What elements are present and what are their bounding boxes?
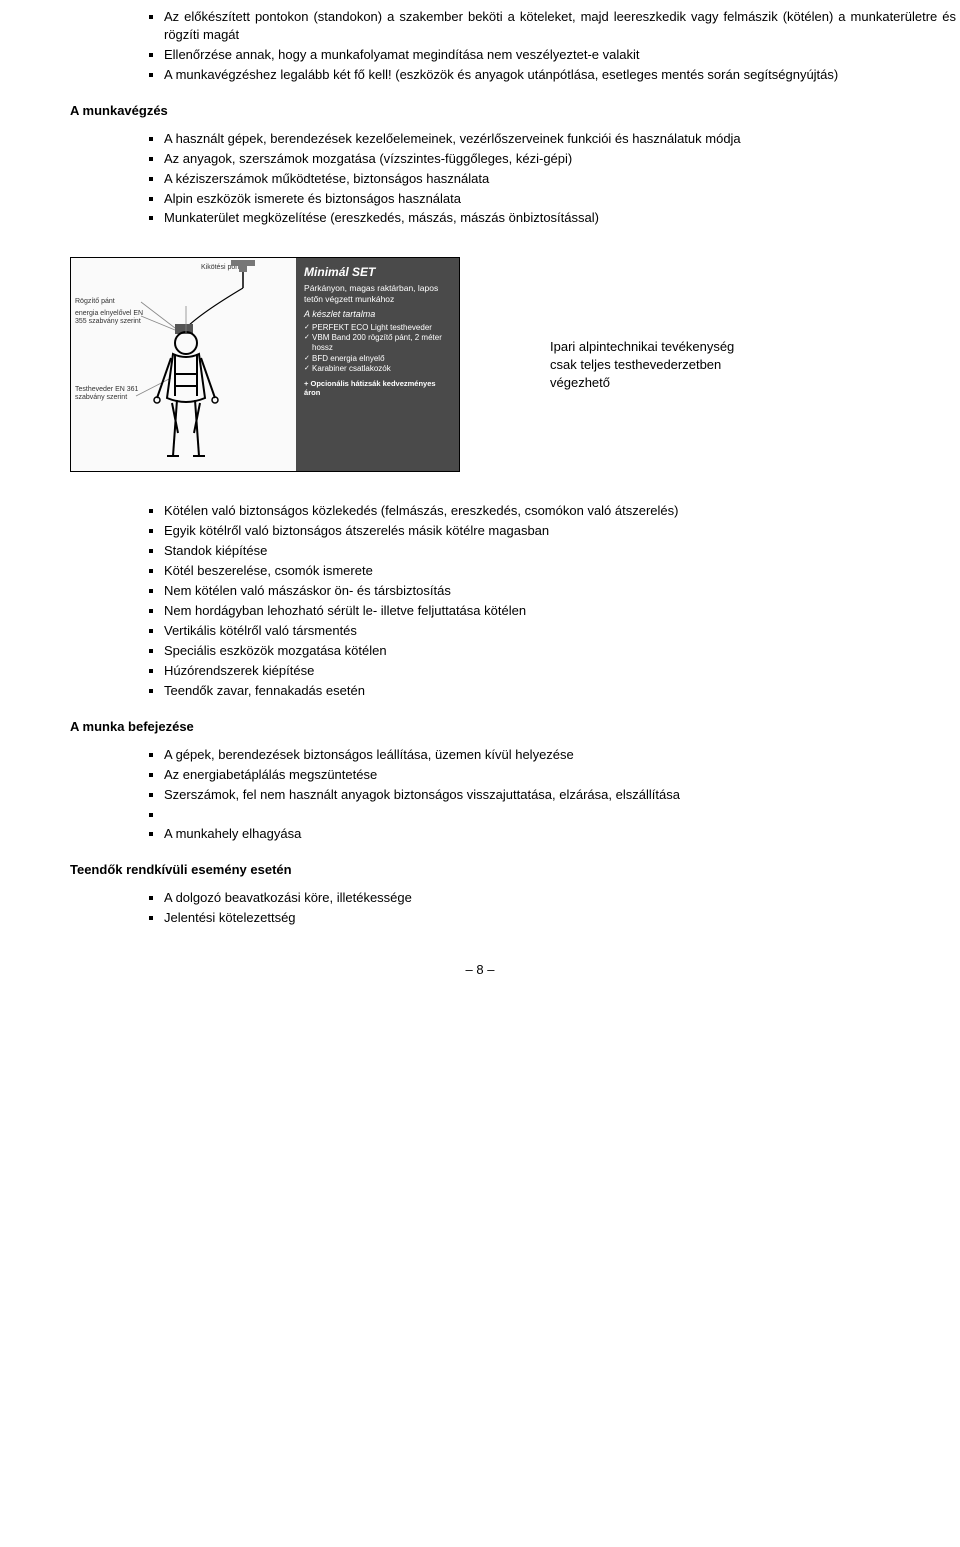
section-heading-munkavegzes: A munkavégzés (70, 102, 960, 120)
top-list: Az előkészített pontokon (standokon) a s… (0, 8, 960, 84)
section-heading-rendkivuli: Teendők rendkívüli esemény esetén (70, 861, 960, 879)
page: Az előkészített pontokon (standokon) a s… (0, 0, 960, 1003)
list-item: Szerszámok, fel nem használt anyagok biz… (164, 786, 960, 804)
figure-item: Karabiner csatlakozók (304, 364, 451, 374)
figure-item: PERFEKT ECO Light testheveder (304, 323, 451, 333)
section4-list: A dolgozó beavatkozási köre, illetékessé… (0, 889, 960, 927)
list-item: Húzórendszerek kiépítése (164, 662, 960, 680)
figure-row: Kikötési pont Rögzítő pánt energia elnye… (70, 257, 960, 472)
figure-items: PERFEKT ECO Light testheveder VBM Band 2… (304, 323, 451, 375)
figure-left-panel: Kikötési pont Rögzítő pánt energia elnye… (71, 258, 296, 471)
list-item: Alpin eszközök ismerete és biztonságos h… (164, 190, 960, 208)
list-item: A munkavégzéshez legalább két fő kell! (… (164, 66, 960, 84)
list-item: Standok kiépítése (164, 542, 960, 560)
list-item: Nem kötélen való mászáskor ön- és társbi… (164, 582, 960, 600)
list-item: Jelentési kötelezettség (164, 909, 960, 927)
list-item: A gépek, berendezések biztonságos leállí… (164, 746, 960, 764)
figure-title: Minimál SET (304, 264, 451, 281)
list-item: A használt gépek, berendezések kezelőele… (164, 130, 960, 148)
page-number: – 8 – (0, 961, 960, 979)
list-item: Az energiabetáplálás megszüntetése (164, 766, 960, 784)
list-item: Kötél beszerelése, csomók ismerete (164, 562, 960, 580)
list-item: Speciális eszközök mozgatása kötélen (164, 642, 960, 660)
figure-right-panel: Minimál SET Párkányon, magas raktárban, … (296, 258, 459, 471)
figure-list-header: A készlet tartalma (304, 308, 451, 320)
figure-item: VBM Band 200 rögzítő pánt, 2 méter hossz (304, 333, 451, 354)
list-item: Ellenőrzése annak, hogy a munkafolyamat … (164, 46, 960, 64)
list-item: Munkaterület megközelítése (ereszkedés, … (164, 209, 960, 227)
list-item: A dolgozó beavatkozási köre, illetékessé… (164, 889, 960, 907)
list-item (164, 806, 960, 824)
list-item: Az anyagok, szerszámok mozgatása (vízszi… (164, 150, 960, 168)
list-item: Egyik kötélről való biztonságos átszerel… (164, 522, 960, 540)
figure-caption: Ipari alpintechnikai tevékenység csak te… (550, 338, 760, 392)
list-item: Vertikális kötélről való társmentés (164, 622, 960, 640)
figure-box: Kikötési pont Rögzítő pánt energia elnye… (70, 257, 460, 472)
list-item: Teendők zavar, fennakadás esetén (164, 682, 960, 700)
section2-list: Kötélen való biztonságos közlekedés (fel… (0, 502, 960, 699)
list-item: Kötélen való biztonságos közlekedés (fel… (164, 502, 960, 520)
section1-list: A használt gépek, berendezések kezelőele… (0, 130, 960, 228)
section3-list: A gépek, berendezések biztonságos leállí… (0, 746, 960, 844)
list-item: A kéziszerszámok működtetése, biztonságo… (164, 170, 960, 188)
figure-item: BFD energia elnyelő (304, 354, 451, 364)
list-item: A munkahely elhagyása (164, 825, 960, 843)
list-item: Az előkészített pontokon (standokon) a s… (164, 8, 960, 44)
figure-subtitle: Párkányon, magas raktárban, lapos tetőn … (304, 283, 451, 304)
section-heading-befejezese: A munka befejezése (70, 718, 960, 736)
list-item: Nem hordágyban lehozható sérült le- ille… (164, 602, 960, 620)
figure-optional: + Opcionális hátizsák kedvezményes áron (304, 379, 451, 397)
harness-person-icon (153, 288, 263, 468)
